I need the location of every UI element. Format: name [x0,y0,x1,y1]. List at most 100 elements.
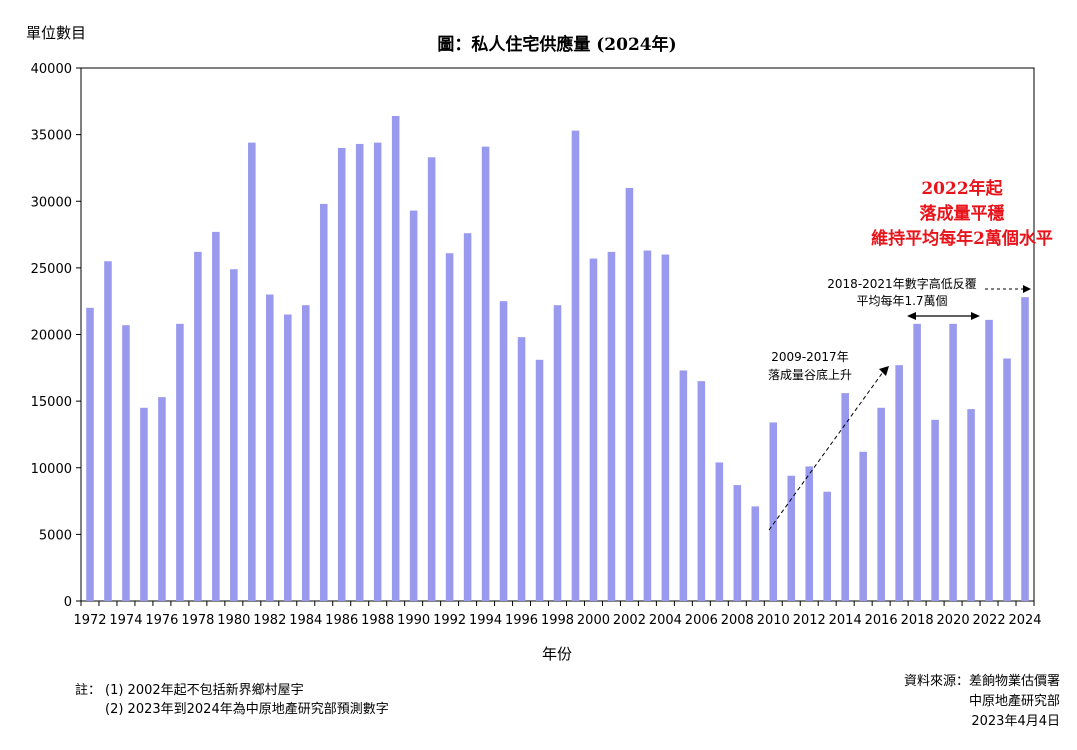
x-tick-label: 1988 [361,613,394,628]
bar-1992 [445,253,454,601]
bar-2024 [1021,297,1029,601]
bar-2018 [913,323,921,601]
bar-1979 [212,231,220,601]
x-tick-label: 2000 [577,613,610,628]
y-tick-label: 0 [64,595,72,610]
bar-1975 [140,407,148,601]
x-tick-label: 1994 [469,613,502,628]
x-tick-label: 1986 [325,613,358,628]
x-tick-label: 1974 [109,613,142,628]
y-tick-label: 20000 [31,329,72,344]
y-axis-ticks: 0 5000 10000 15000 20000 25000 30000 35000 40000 [31,62,81,610]
x-tick-label: 2010 [757,613,790,628]
bar-2006 [697,381,706,601]
bar-1988 [373,142,382,601]
x-tick-label: 2002 [613,613,646,628]
bar-1977 [176,323,184,601]
bar-1974 [122,325,130,601]
highlight-line1: 2022年起 [921,178,1003,199]
x-tick-label: 2012 [793,613,826,628]
bar-2015 [859,451,867,601]
highlight-line3: 維持平均每年2萬個水平 [871,228,1053,249]
trend-arrow-head [879,366,889,376]
x-tick-label: 2016 [865,613,898,628]
x-tick-label: 2024 [1008,613,1041,628]
source-line1: 資料來源：差餉物業估價署 [904,673,1060,689]
x-tick-label: 1978 [181,613,214,628]
x-tick-label: 1980 [217,613,250,628]
y-tick-label: 10000 [31,462,72,477]
bar-2019 [931,419,939,601]
y-tick-label: 15000 [31,395,72,410]
bar-2023 [1003,358,1011,601]
y-tick-label: 25000 [31,262,72,277]
y-tick-label: 40000 [31,62,72,77]
bar-1993 [463,233,472,602]
bar-2009 [751,506,760,601]
annotation-range-line2: 平均每年1.7萬個 [856,293,947,308]
bar-2012 [805,466,814,601]
x-tick-label: 1982 [253,613,286,628]
x-tick-label: 1976 [145,613,178,628]
footnote-2: (2) 2023年到2024年為中原地產研究部預測數字 [105,701,389,717]
annotation-trend-line2: 落成量谷底上升 [768,367,852,382]
bar-1989 [391,115,400,601]
bar-1986 [337,147,346,601]
bar-1999 [571,130,580,601]
x-tick-label: 1996 [505,613,538,628]
x-tick-label: 2004 [649,613,682,628]
x-tick-label: 1992 [433,613,466,628]
bar-1994 [481,146,490,601]
bar-1980 [230,269,238,601]
bar-2016 [877,407,885,601]
bar-2002 [625,187,634,602]
y-tick-label: 35000 [31,129,72,144]
bar-2004 [661,254,670,602]
x-tick-label: 1998 [541,613,574,628]
trend-arrow-line [768,371,884,531]
x-tick-label: 2014 [829,613,862,628]
bar-2021 [967,409,975,601]
bar-1990 [409,210,418,601]
bar-1978 [194,251,202,601]
annotation-trend-line1: 2009-2017年 [771,350,848,364]
x-axis-label: 年份 [542,645,572,663]
x-tick-label: 1984 [289,613,322,628]
range-arrow-head-left [907,312,916,320]
bar-1995 [499,301,508,601]
bar-1987 [355,143,364,601]
bar-1996 [517,337,526,601]
bar-2014 [841,393,849,601]
bar-1985 [319,203,328,602]
bar-2005 [679,370,688,601]
bar-2022 [985,319,993,601]
source-line3: 2023年4月4日 [971,714,1060,729]
highlight-arrow-head [1023,285,1031,293]
footnote-prefix: 註： [75,683,101,698]
chart-title: 圖：私人住宅供應量 (2024年) [437,34,676,55]
bars-group [86,115,1029,602]
bar-2008 [733,485,742,601]
x-tick-label: 2022 [973,613,1006,628]
bar-2001 [607,251,616,601]
bar-1991 [427,157,436,601]
bar-1984 [301,305,310,601]
y-tick-label: 5000 [39,528,72,543]
bar-2003 [643,250,652,602]
bar-2020 [949,323,957,601]
x-tick-label: 2006 [685,613,718,628]
bar-2013 [823,491,831,601]
x-tick-label: 1990 [397,613,430,628]
bar-1976 [158,397,166,601]
x-tick-label: 1972 [73,613,106,628]
x-tick-label: 2020 [937,613,970,628]
y-tick-label: 30000 [31,195,72,210]
bar-1972 [86,307,94,601]
range-arrow-head-right [971,312,980,320]
bar-2000 [589,258,598,601]
x-tick-label: 2018 [901,613,934,628]
bar-2017 [895,365,903,601]
bar-1998 [553,305,562,601]
bar-2011 [787,475,796,601]
